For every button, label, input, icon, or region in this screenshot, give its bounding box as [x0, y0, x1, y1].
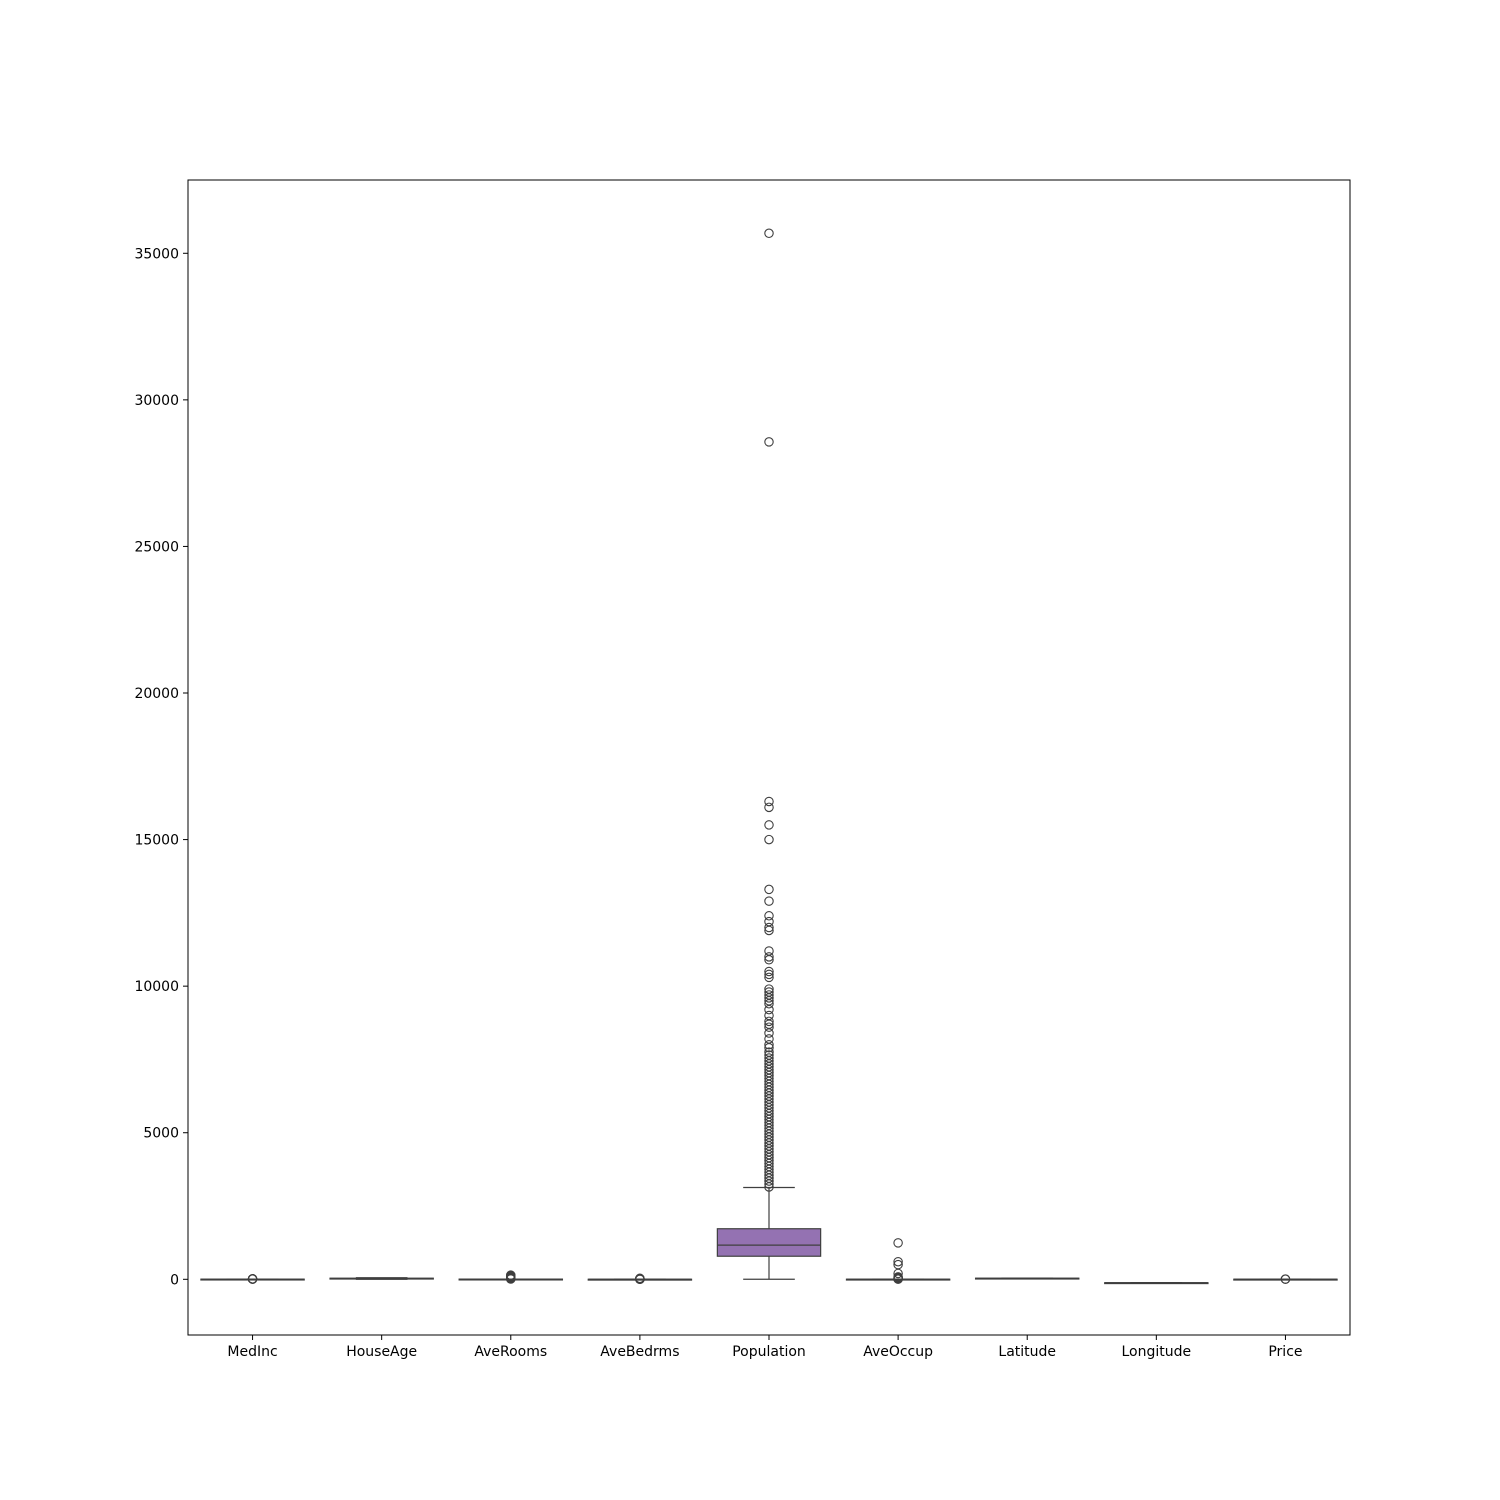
x-tick-label: AveBedrms	[600, 1344, 679, 1360]
outlier-point	[893, 1238, 903, 1248]
x-axis: MedInc HouseAge AveRooms AveBedrms Populatio…	[227, 1335, 1303, 1360]
outlier-point	[764, 969, 774, 980]
y-tick-label: 30000	[134, 393, 179, 409]
outlier-point	[764, 911, 774, 921]
iqr-box	[716, 1228, 822, 1257]
box-avebedrms	[587, 1273, 693, 1285]
outlier-point	[764, 984, 774, 994]
outlier-point	[1280, 1274, 1291, 1284]
y-tick-label: 5000	[143, 1126, 179, 1142]
outlier-point	[764, 1053, 774, 1063]
x-tick-label: Price	[1268, 1344, 1302, 1360]
box-population	[716, 228, 822, 1280]
box-houseage	[329, 1277, 434, 1280]
y-tick-label: 35000	[134, 246, 179, 262]
outlier-point	[764, 966, 774, 977]
outlier-point	[764, 796, 774, 807]
outlier-point	[764, 228, 774, 239]
x-tick-label: Longitude	[1122, 1344, 1192, 1360]
outlier-point	[893, 1272, 903, 1282]
outlier-point	[764, 896, 774, 906]
axes-frame	[187, 179, 1351, 1336]
outlier-point	[764, 972, 774, 983]
outlier-point	[893, 1259, 903, 1270]
outlier-point	[764, 990, 774, 1000]
y-tick-label: 0	[170, 1272, 179, 1288]
plot-area	[200, 228, 1338, 1285]
outlier-point	[764, 1050, 774, 1060]
outlier-point	[764, 820, 774, 830]
x-tick-label: Population	[732, 1344, 806, 1360]
y-tick-label: 15000	[134, 833, 179, 849]
box-latitude	[974, 1277, 1080, 1280]
outlier-point	[764, 802, 774, 813]
outlier-point	[764, 987, 774, 997]
outlier-point	[635, 1273, 645, 1284]
y-axis: 0 5000 10000 15000 20000 25000 30000 35000	[134, 246, 188, 1288]
outlier-point	[764, 884, 774, 895]
outlier-point	[764, 946, 774, 956]
outlier-point	[764, 952, 774, 962]
box-longitude	[1104, 1282, 1209, 1285]
outlier-point	[764, 1010, 774, 1021]
outlier-point	[764, 916, 774, 927]
outlier-point	[764, 1047, 774, 1057]
box-medinc	[200, 1274, 305, 1284]
y-tick-label: 20000	[134, 686, 179, 702]
outlier-point	[764, 1022, 774, 1032]
x-tick-label: HouseAge	[346, 1344, 417, 1360]
outlier-point	[506, 1270, 516, 1280]
x-tick-label: AveRooms	[474, 1344, 547, 1360]
x-tick-label: MedInc	[227, 1344, 277, 1360]
y-tick-label: 10000	[134, 979, 179, 995]
outlier-point	[764, 437, 774, 447]
box-averooms	[458, 1270, 564, 1284]
outlier-point	[764, 1016, 774, 1027]
box-aveoccup	[845, 1238, 951, 1284]
box-price	[1233, 1274, 1338, 1284]
outlier-point	[764, 922, 774, 933]
outlier-point	[764, 834, 774, 845]
outlier-point	[764, 1040, 774, 1050]
outlier-point	[764, 1034, 774, 1044]
outlier-point	[893, 1256, 903, 1267]
outlier-point	[247, 1274, 258, 1284]
x-tick-label: AveOccup	[863, 1344, 933, 1360]
y-tick-label: 25000	[134, 539, 179, 555]
x-tick-label: Latitude	[998, 1344, 1056, 1360]
